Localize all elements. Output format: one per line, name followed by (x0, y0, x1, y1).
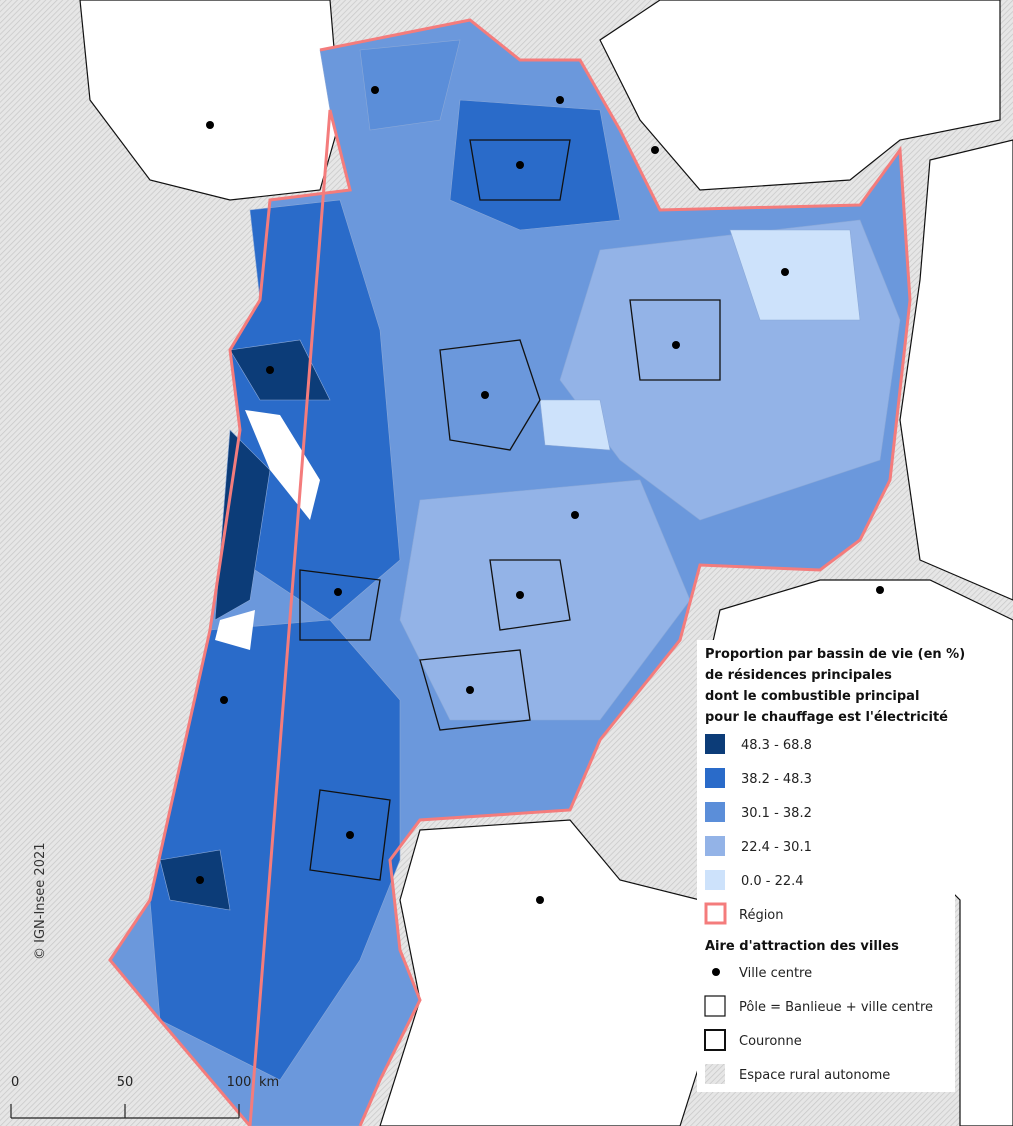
legend-dot (712, 968, 720, 976)
legend-region-label: Région (739, 908, 784, 923)
legend-aav-label: Pôle = Banlieue + ville centre (739, 1000, 933, 1015)
scale-label: 100 (227, 1075, 252, 1090)
legend-swatch (705, 870, 725, 890)
pole-outlines (299, 139, 721, 881)
scale-label: 50 (117, 1075, 134, 1090)
city-dots (196, 86, 884, 904)
scale-unit: km (259, 1075, 279, 1090)
legend: Proportion par bassin de vie (en %) de ré… (697, 640, 965, 1092)
copyright: © IGN-Insee 2021 (33, 842, 48, 960)
legend-box (697, 640, 955, 1092)
legend-class-label: 22.4 - 30.1 (741, 840, 812, 855)
legend-region-swatch (704, 902, 727, 925)
scale-bar: 0 50 100 km (10, 1075, 279, 1119)
scale-label: 0 (11, 1075, 19, 1090)
legend-title: pour le chauffage est l'électricité (705, 710, 948, 725)
legend-title: dont le combustible principal (705, 689, 919, 704)
legend-swatch (705, 802, 725, 822)
legend-title: de résidences principales (705, 668, 892, 683)
region-fill (109, 19, 911, 1126)
legend-class-label: 48.3 - 68.8 (741, 738, 812, 753)
legend-aav-label: Ville centre (739, 966, 812, 981)
legend-swatch (705, 768, 725, 788)
legend-title: Proportion par bassin de vie (en %) (705, 647, 965, 662)
legend-class-label: 30.1 - 38.2 (741, 806, 812, 821)
legend-rural (705, 1064, 725, 1084)
region-boundary (108, 18, 912, 1126)
legend-aav-label: Couronne (739, 1034, 802, 1049)
legend-aav-title: Aire d'attraction des villes (705, 939, 899, 954)
legend-class-label: 0.0 - 22.4 (741, 874, 804, 889)
legend-class-label: 38.2 - 48.3 (741, 772, 812, 787)
legend-swatch (705, 734, 725, 754)
legend-outline (704, 1029, 726, 1051)
legend-aav-label: Espace rural autonome (739, 1068, 890, 1083)
legend-swatch (705, 836, 725, 856)
legend-outline (704, 995, 726, 1017)
